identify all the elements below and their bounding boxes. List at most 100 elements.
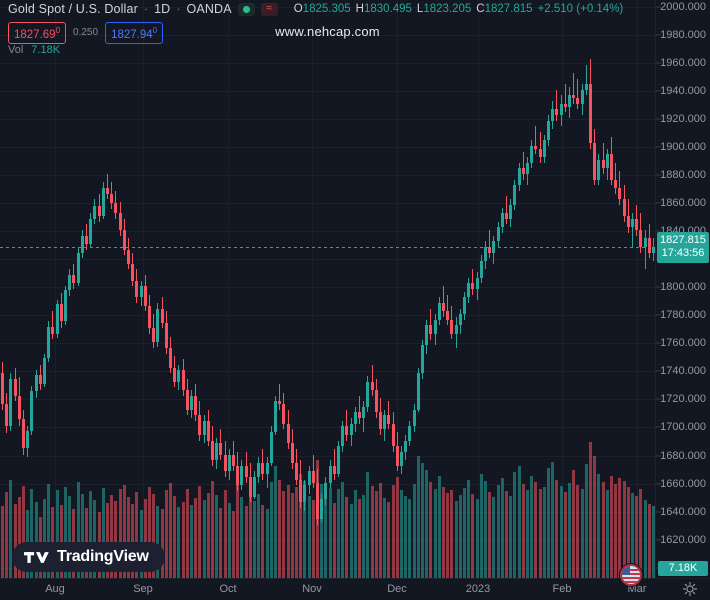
volume-bar [256,494,260,578]
volume-bar [269,482,273,578]
gridline-vertical [228,0,229,578]
candle-body [567,95,571,107]
candle-body [403,440,407,452]
bid-price-box[interactable]: 1827.690 [8,22,67,44]
candle-body [109,193,113,204]
candle-wick [506,196,507,225]
quote-row: 1827.690 0.250 1827.940 [8,22,164,44]
candle-body [416,373,420,410]
volume-bar [294,487,298,578]
volume-bar [235,484,239,578]
ohlc-change: +2.510 (+0.14%) [537,3,624,15]
candle-body [609,154,613,180]
current-price-badge[interactable]: 1827.815 17:43:56 [657,232,709,263]
candle-body [38,374,42,385]
volume-bar [638,489,642,578]
volume-bar [332,503,336,578]
candle-body [508,204,512,219]
volume-bar [344,497,348,578]
candle-body [386,415,390,424]
tradingview-logo[interactable]: TradingView [12,542,165,572]
price-tick-dash [656,6,661,7]
volume-bar [382,498,386,578]
time-axis-tick-label: Sep [133,583,153,595]
volume-bar [626,487,630,578]
volume-bar [34,502,38,578]
volume-bar [617,478,621,578]
volume-bar [475,499,479,578]
candle-body [260,462,264,475]
volume-bar [554,480,558,578]
interval-label[interactable]: 1D [154,2,171,16]
volume-bar [353,490,357,578]
volume-bar [370,486,374,578]
gridline-vertical [637,0,638,578]
candle-wick [577,78,578,110]
candle-body [8,378,12,427]
volume-legend[interactable]: Vol 7.18K [8,44,60,56]
candle-body [323,482,327,500]
candle-body [34,374,38,392]
gridline-horizontal [0,258,655,260]
volume-bar [155,506,159,578]
price-tick-dash [656,426,661,427]
volume-bar [630,493,634,578]
price-tick-dash [656,174,661,175]
time-axis[interactable]: Aug Sep Oct Nov Dec 2023 Feb Mar [0,578,710,600]
volume-bar [386,502,390,578]
volume-bar [643,500,647,578]
candle-body [214,443,218,461]
volume-bar [349,504,353,578]
volume-bar [189,505,193,578]
price-axis-tick-label: 1760.000 [660,336,706,349]
candle-body [617,187,621,200]
price-axis[interactable]: 7.18K 2000.000 1980.000 1960.000 1940.000 19… [655,0,710,578]
gear-icon[interactable] [682,581,698,597]
candle-wick [388,401,389,430]
volume-bar [538,489,542,578]
volume-badge: 7.18K [658,561,708,576]
candle-body [580,89,584,104]
volume-bar [143,499,147,578]
candle-body [290,443,294,463]
candle-wick [573,72,574,104]
candle-body [76,252,80,284]
candle-body [118,213,122,231]
candle-body [525,162,529,174]
candle-body [491,241,495,253]
price-axis-tick-label: 1660.000 [660,477,706,490]
candle-body [353,412,357,424]
candle-body [391,423,395,447]
volume-bar [210,481,214,578]
volume-bar [563,492,567,578]
volume-bar [437,476,441,578]
volume-bar [592,456,596,578]
volume-bar [462,488,466,578]
candle-body [651,246,655,253]
candle-body [71,274,75,284]
economic-event-flag-icon[interactable] [620,564,642,586]
volume-bar [185,489,189,578]
volume-bar [63,487,67,578]
volume-bar [483,481,487,578]
price-axis-tick-label: 1740.000 [660,364,706,377]
candle-body [332,465,336,475]
ohlc-high-value: 1830.495 [363,3,412,15]
symbol-header: Gold Spot / U.S. Dollar · 1D · OANDA ≈ O… [8,2,623,16]
volume-bar [101,488,105,578]
price-tick-dash [656,342,661,343]
symbol-name[interactable]: Gold Spot / U.S. Dollar [8,2,138,16]
candle-wick [52,311,53,340]
chart-plot-area[interactable] [0,0,655,578]
volume-bar [517,466,521,578]
candle-wick [313,454,314,489]
gridline-horizontal [0,539,655,541]
exchange-label[interactable]: OANDA [186,2,232,16]
ask-price-box[interactable]: 1827.940 [105,22,164,44]
volume-bar [575,485,579,578]
candle-body [437,303,441,320]
candle-body [349,423,353,435]
volume-bar [80,494,84,578]
candle-body [67,274,71,291]
